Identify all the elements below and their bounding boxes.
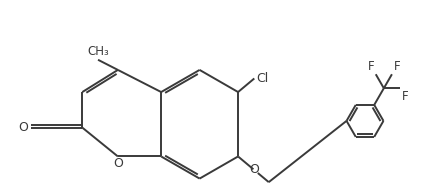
Text: F: F (394, 60, 401, 73)
Text: F: F (369, 60, 375, 73)
Text: F: F (402, 90, 409, 103)
Text: CH₃: CH₃ (87, 45, 109, 58)
Text: Cl: Cl (256, 72, 268, 85)
Text: O: O (18, 121, 28, 134)
Text: O: O (113, 157, 123, 170)
Text: O: O (249, 163, 259, 176)
